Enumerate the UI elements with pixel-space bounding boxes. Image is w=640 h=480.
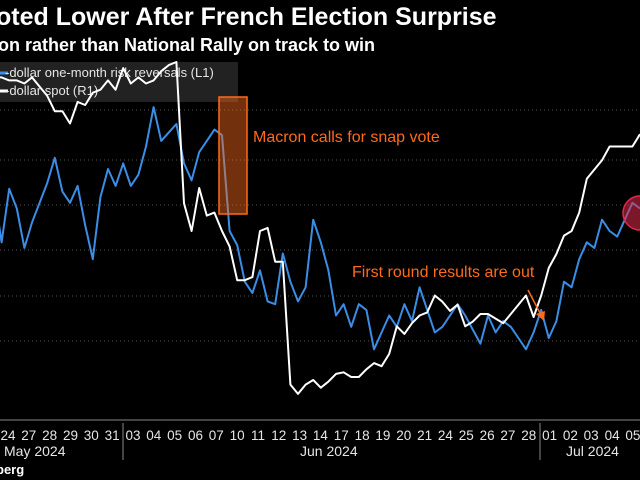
x-tick-label: 03 bbox=[125, 428, 140, 443]
annotation-first-round: First round results are out bbox=[352, 264, 535, 281]
x-tick-label: 24 bbox=[438, 428, 454, 443]
chart-subtitle: on rather than National Rally on track t… bbox=[0, 35, 376, 55]
x-tick-label: 27 bbox=[21, 428, 36, 443]
x-tick-label: 18 bbox=[355, 428, 370, 443]
x-tick-label: 28 bbox=[521, 428, 536, 443]
x-tick-label: 24 bbox=[0, 428, 16, 443]
x-tick-label: 07 bbox=[209, 428, 224, 443]
legend-label-r1: -dollar spot (R1) bbox=[5, 83, 98, 98]
annotation-arrow-line bbox=[527, 289, 542, 316]
series-line-spot bbox=[0, 61, 640, 395]
source-label: berg bbox=[0, 462, 25, 477]
annotation-arrow-head bbox=[536, 311, 545, 321]
series-lines bbox=[0, 61, 640, 395]
x-tick-label: 30 bbox=[84, 428, 99, 443]
snap-vote-highlight bbox=[218, 96, 248, 215]
x-axis-ticks: 24 27 28 29 30 31 03 04 05 06 07 10 11 12 13 14 17 18 19 20… bbox=[0, 428, 640, 443]
x-tick-label: 20 bbox=[396, 428, 411, 443]
x-tick-label: 04 bbox=[146, 428, 162, 443]
chart-title: oted Lower After French Election Surpris… bbox=[0, 3, 497, 31]
x-tick-label: 12 bbox=[271, 428, 286, 443]
series-line-risk-reversals bbox=[0, 106, 640, 351]
x-tick-label: 06 bbox=[188, 428, 203, 443]
x-tick-label: 05 bbox=[625, 428, 640, 443]
x-tick-label: 29 bbox=[63, 428, 78, 443]
x-tick-label: 11 bbox=[251, 428, 265, 443]
x-tick-label: 03 bbox=[584, 428, 599, 443]
month-label-jul: Jul 2024 bbox=[566, 443, 619, 459]
x-tick-label: 17 bbox=[334, 428, 349, 443]
x-tick-label: 19 bbox=[375, 428, 390, 443]
x-tick-label: 10 bbox=[230, 428, 245, 443]
x-tick-label: 25 bbox=[459, 428, 474, 443]
x-tick-label: 05 bbox=[167, 428, 182, 443]
x-tick-label: 28 bbox=[42, 428, 57, 443]
x-tick-label: 31 bbox=[105, 428, 120, 443]
x-tick-label: 27 bbox=[500, 428, 515, 443]
legend-label-l1: -dollar one-month risk reversals (L1) bbox=[5, 65, 214, 80]
x-tick-label: 01 bbox=[542, 428, 557, 443]
month-label-jun: Jun 2024 bbox=[300, 443, 358, 459]
x-tick-label: 02 bbox=[563, 428, 578, 443]
x-tick-label: 04 bbox=[605, 428, 621, 443]
gridlines bbox=[0, 109, 640, 342]
latest-highlight-circle bbox=[622, 195, 640, 231]
annotation-snap-vote: Macron calls for snap vote bbox=[253, 129, 440, 146]
month-label-may: May 2024 bbox=[4, 443, 66, 459]
x-tick-label: 21 bbox=[417, 428, 432, 443]
x-tick-label: 13 bbox=[292, 428, 307, 443]
x-tick-label: 26 bbox=[480, 428, 495, 443]
x-tick-label: 14 bbox=[313, 428, 329, 443]
